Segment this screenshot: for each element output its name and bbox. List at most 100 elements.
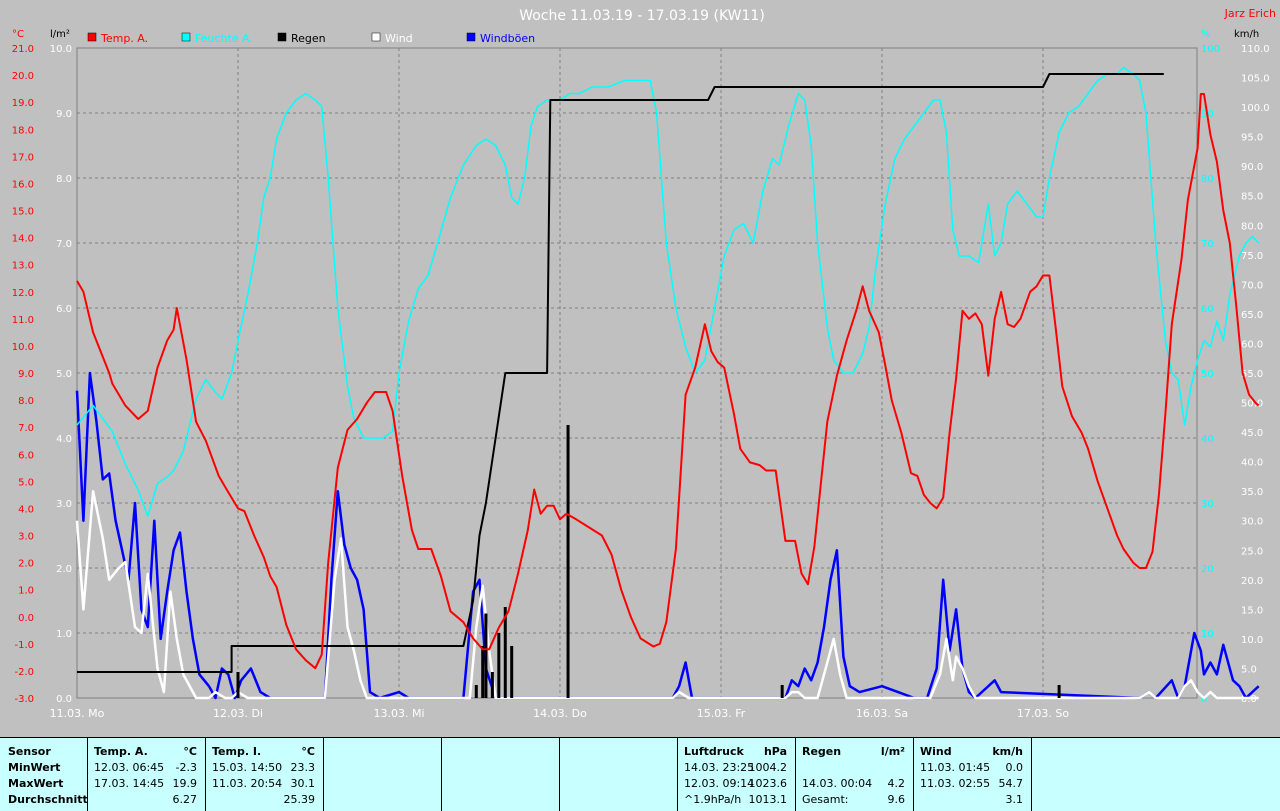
rain-total-label: Gesamt: (802, 793, 849, 806)
temp-a-unit: °C (183, 745, 197, 758)
legend-swatch (466, 32, 476, 42)
wind-tick-label: 90.0 (1241, 162, 1263, 173)
rain-tick-label: 5.0 (56, 369, 72, 380)
temp-tick-label: 13.0 (12, 261, 34, 272)
wind-tick-label: 110.0 (1241, 44, 1270, 55)
wind-tick-label: 30.0 (1241, 517, 1263, 528)
temp-i-avg-val: 25.39 (283, 793, 316, 806)
stats-wind-col: Wind km/h 11.03. 01:45 0.0 11.03. 02:55 … (914, 738, 1032, 811)
rain-tick-label: 1.0 (56, 629, 72, 640)
x-tick-label: 14.03. Do (533, 707, 587, 720)
x-tick-label: 17.03. So (1017, 707, 1069, 720)
temp-tick-label: 0.0 (18, 613, 34, 624)
pressure-min-time: 14.03. 23:25 (684, 761, 755, 774)
wind-max-val: 54.7 (998, 777, 1024, 790)
wind-tick-label: 100.0 (1241, 103, 1270, 114)
pressure-trend: ^1.9hPa/h (684, 793, 742, 806)
humidity-tick-label: 70 (1201, 239, 1214, 250)
row-label-max: MaxWert (8, 777, 64, 790)
temp-i-min-time: 15.03. 14:50 (212, 761, 283, 774)
temp-unit-label: °C (12, 29, 24, 40)
temp-tick-label: 16.0 (12, 179, 34, 190)
wind-unit-label: km/h (1234, 29, 1259, 40)
wind-tick-label: 50.0 (1241, 399, 1263, 410)
x-tick-label: 11.03. Mo (50, 707, 105, 720)
stats-temp-a-col: Temp. A. °C 12.03. 06:45 -2.3 17.03. 14:… (88, 738, 206, 811)
wind-tick-label: 65.0 (1241, 310, 1263, 321)
legend-label: Wind (385, 32, 413, 45)
temp-a-header: Temp. A. (94, 745, 148, 758)
humidity-tick-label: 50 (1201, 369, 1214, 380)
rain-tick-label: 6.0 (56, 304, 72, 315)
rain-unit-label: l/m² (50, 29, 70, 40)
wind-tick-label: 55.0 (1241, 369, 1263, 380)
pressure-max-time: 12.03. 09:14 (684, 777, 755, 790)
temp-i-header: Temp. I. (212, 745, 262, 758)
stats-rain-col: Regen l/m² 14.03. 00:04 4.2 Gesamt: 9.6 (796, 738, 914, 811)
rain-max-val: 4.2 (887, 777, 906, 790)
wind-tick-label: 15.0 (1241, 605, 1263, 616)
temp-tick-label: 21.0 (12, 44, 34, 55)
rain-max-time: 14.03. 00:04 (802, 777, 873, 790)
stats-empty-col-4 (1032, 738, 1150, 811)
temp-tick-label: 20.0 (12, 71, 34, 82)
temp-tick-label: 15.0 (12, 207, 34, 218)
humidity-tick-label: 0 (1201, 694, 1207, 705)
stats-temp-i-col: Temp. I. °C 15.03. 14:50 23.3 11.03. 20:… (206, 738, 324, 811)
humidity-tick-label: 100 (1201, 44, 1220, 55)
temp-tick-label: 14.0 (12, 234, 34, 245)
temp-tick-label: 5.0 (18, 477, 34, 488)
humidity-tick-label: 40 (1201, 434, 1214, 445)
pressure-max-val: 1023.6 (748, 777, 788, 790)
temp-tick-label: 11.0 (12, 315, 34, 326)
chart-title: Woche 11.03.19 - 17.03.19 (KW11) (519, 8, 765, 24)
stats-empty-col-3 (560, 738, 678, 811)
humidity-tick-label: 20 (1201, 564, 1214, 575)
wind-tick-label: 45.0 (1241, 428, 1263, 439)
wind-tick-label: 80.0 (1241, 221, 1263, 232)
rain-tick-label: 4.0 (56, 434, 72, 445)
series-line-regen (77, 73, 1164, 673)
wind-unit: km/h (992, 745, 1023, 758)
weather-chart: Woche 11.03.19 - 17.03.19 (KW11) Jarz Er… (12, 7, 1276, 720)
wind-tick-label: 35.0 (1241, 487, 1263, 498)
wind-tick-label: 75.0 (1241, 251, 1263, 262)
stats-empty-col-1 (324, 738, 442, 811)
temp-tick-label: 18.0 (12, 125, 34, 136)
sensor-header: Sensor (8, 745, 51, 758)
temp-tick-label: 9.0 (18, 369, 34, 380)
wind-header: Wind (920, 745, 952, 758)
stats-sensor-col: Sensor MinWert MaxWert Durchschnitt (0, 738, 88, 811)
pressure-header: Luftdruck (684, 745, 744, 758)
wind-tick-label: 60.0 (1241, 339, 1263, 350)
series-line-feuchte-a- (76, 66, 1260, 517)
temp-tick-label: 7.0 (18, 423, 34, 434)
rain-tick-label: 10.0 (50, 44, 72, 55)
temp-a-min-val: -2.3 (175, 761, 197, 774)
wind-tick-label: 40.0 (1241, 458, 1263, 469)
series-line-temp-a- (76, 93, 1260, 670)
wind-avg-val: 3.1 (1005, 793, 1024, 806)
stats-pressure-col: Luftdruck hPa 14.03. 23:25 1004.2 12.03.… (678, 738, 796, 811)
rain-total-val: 9.6 (887, 793, 906, 806)
temp-a-max-time: 17.03. 14:45 (94, 777, 165, 790)
temp-i-max-time: 11.03. 20:54 (212, 777, 283, 790)
temp-tick-label: -2.0 (14, 667, 34, 678)
temp-tick-label: 10.0 (12, 342, 34, 353)
rain-tick-label: 9.0 (56, 109, 72, 120)
wind-tick-label: 85.0 (1241, 192, 1263, 203)
rain-tick-label: 0.0 (56, 694, 72, 705)
temp-tick-label: 19.0 (12, 98, 34, 109)
temp-tick-label: 17.0 (12, 152, 34, 163)
temp-tick-label: -1.0 (14, 640, 34, 651)
rain-tick-label: 3.0 (56, 499, 72, 510)
pressure-min-val: 1004.2 (748, 761, 788, 774)
temp-tick-label: 4.0 (18, 504, 34, 515)
rain-tick-label: 8.0 (56, 174, 72, 185)
chart-legend: Temp. A. Feuchte A. Regen Wind Windböen (87, 32, 535, 45)
x-tick-label: 13.03. Mi (373, 707, 424, 720)
legend-label: Regen (291, 32, 326, 45)
x-tick-label: 12.03. Di (213, 707, 263, 720)
stats-panel: Sensor MinWert MaxWert Durchschnitt Temp… (0, 737, 1280, 811)
temp-a-avg-val: 6.27 (172, 793, 198, 806)
